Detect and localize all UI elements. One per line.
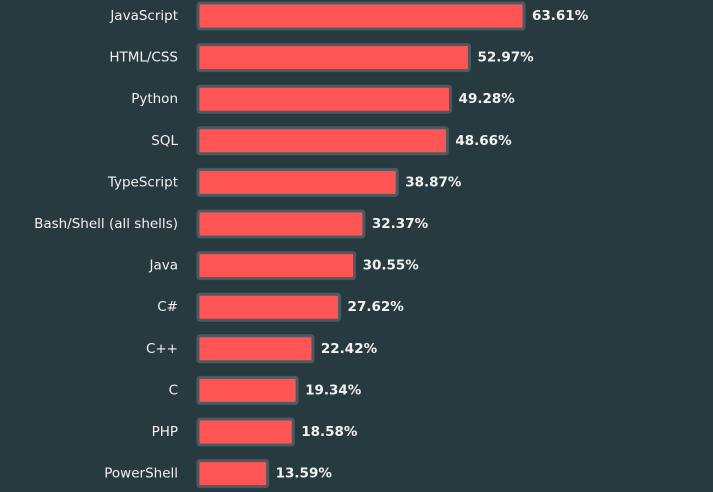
category-label: C++ xyxy=(146,341,178,357)
category-label: JavaScript xyxy=(109,8,178,24)
category-label: Java xyxy=(148,258,178,274)
value-label: 38.87% xyxy=(405,174,462,190)
value-label: 52.97% xyxy=(477,50,534,66)
bar xyxy=(196,251,357,281)
value-label: 18.58% xyxy=(301,424,358,440)
value-label: 27.62% xyxy=(348,299,405,315)
value-label: 49.28% xyxy=(459,91,516,107)
bar xyxy=(196,43,471,73)
bar xyxy=(196,209,366,239)
category-label: PHP xyxy=(152,424,178,440)
bar xyxy=(196,459,270,489)
category-label: C xyxy=(169,382,178,398)
value-label: 13.59% xyxy=(276,466,333,482)
bars xyxy=(196,1,526,489)
value-label: 48.66% xyxy=(455,133,512,149)
category-label: Bash/Shell (all shells) xyxy=(34,216,178,232)
value-label: 19.34% xyxy=(305,382,362,398)
bar xyxy=(196,375,299,405)
value-labels: 63.61% 52.97% 49.28% 48.66% 38.87% 32.37% 30.5… xyxy=(276,8,589,482)
value-label: 22.42% xyxy=(321,341,378,357)
category-label: TypeScript xyxy=(107,174,178,190)
bar xyxy=(196,167,399,197)
bar xyxy=(196,417,295,447)
bar xyxy=(196,1,526,31)
bar xyxy=(196,292,342,322)
value-label: 32.37% xyxy=(372,216,429,232)
bar xyxy=(196,84,453,114)
category-label: HTML/CSS xyxy=(109,50,178,66)
bar xyxy=(196,126,449,156)
category-label: PowerShell xyxy=(104,466,178,482)
bar xyxy=(196,334,315,364)
value-label: 63.61% xyxy=(532,8,589,24)
category-labels: JavaScript HTML/CSS Python SQL TypeScript Bas… xyxy=(34,8,178,482)
value-label: 30.55% xyxy=(363,258,420,274)
category-label: C# xyxy=(157,299,178,315)
category-label: SQL xyxy=(151,133,178,149)
category-label: Python xyxy=(131,91,178,107)
